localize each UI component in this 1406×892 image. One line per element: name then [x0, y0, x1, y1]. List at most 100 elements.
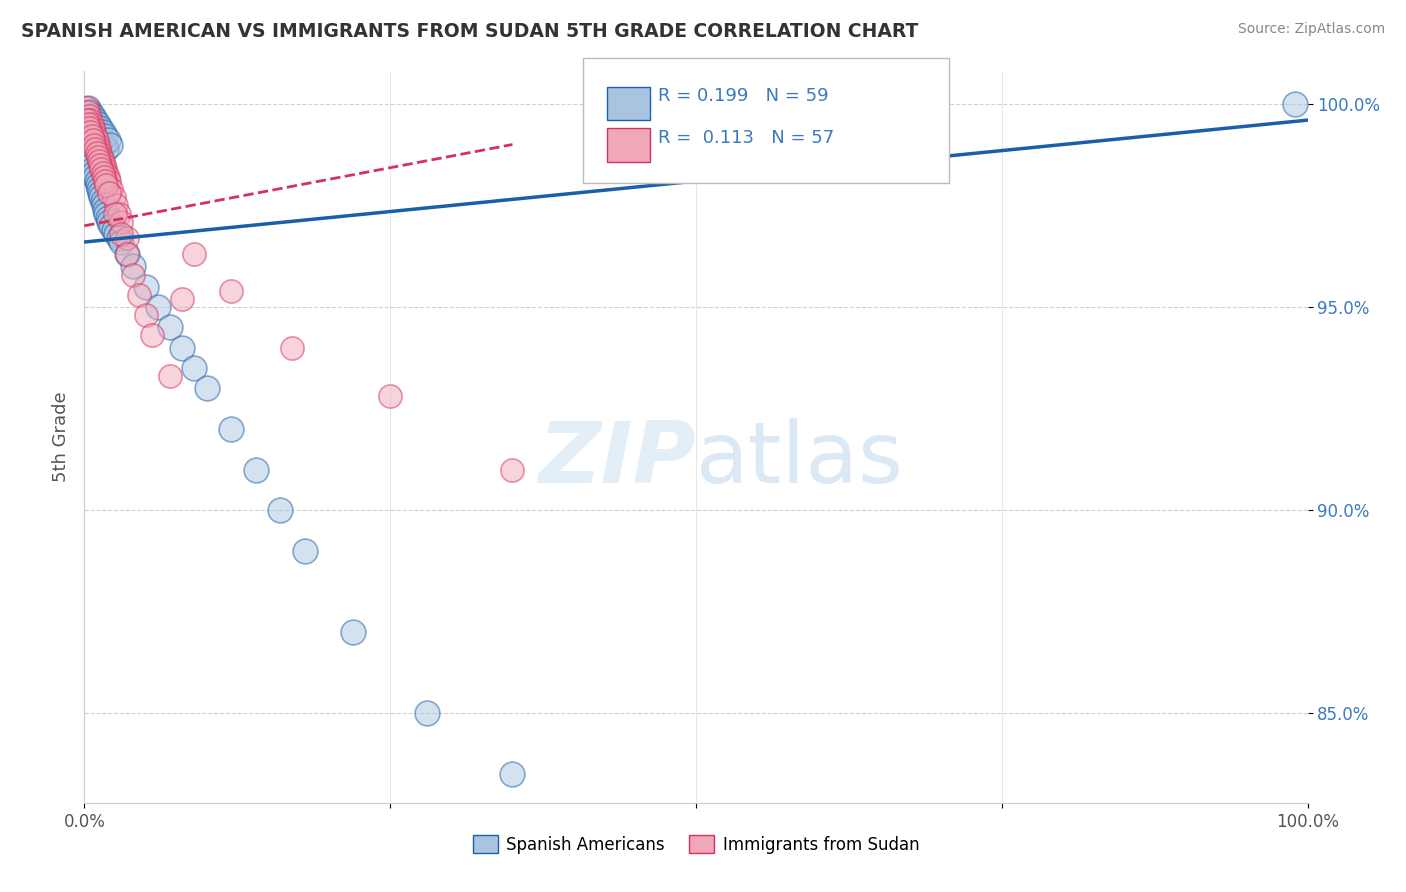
Point [115, 247, 138, 261]
Point [183, 361, 205, 376]
Point [380, 389, 402, 403]
Point [87, 178, 110, 193]
Point [77, 105, 100, 120]
Point [100, 219, 122, 233]
Point [77, 101, 100, 115]
Point [87, 150, 110, 164]
Point [76, 113, 98, 128]
Point [87, 182, 110, 196]
Point [87, 117, 110, 131]
Point [87, 129, 110, 144]
Point [89, 158, 111, 172]
Point [294, 544, 316, 558]
Text: Source: ZipAtlas.com: Source: ZipAtlas.com [1237, 22, 1385, 37]
Point [172, 292, 194, 306]
Point [94, 129, 117, 144]
Point [281, 341, 304, 355]
Point [269, 503, 291, 517]
Point [94, 174, 117, 188]
Text: R = 0.199   N = 59: R = 0.199 N = 59 [658, 87, 828, 105]
Point [94, 202, 117, 217]
Point [83, 117, 105, 131]
Point [97, 211, 120, 225]
Point [96, 142, 118, 156]
Point [80, 158, 103, 172]
Point [91, 166, 114, 180]
Point [115, 247, 138, 261]
Point [77, 109, 100, 123]
Point [86, 174, 108, 188]
Point [84, 113, 107, 128]
Point [93, 169, 115, 184]
Point [159, 369, 181, 384]
Point [77, 150, 100, 164]
Point [89, 186, 111, 201]
Point [97, 215, 120, 229]
Point [502, 767, 524, 781]
Point [83, 166, 105, 180]
Point [183, 247, 205, 261]
Point [89, 121, 111, 136]
Point [80, 129, 103, 144]
Point [94, 161, 117, 176]
Point [96, 166, 118, 180]
Point [105, 198, 128, 212]
Point [416, 706, 439, 721]
Point [141, 328, 163, 343]
Point [77, 105, 100, 120]
Point [110, 227, 132, 241]
Point [96, 206, 118, 220]
Point [86, 133, 108, 147]
Point [91, 153, 114, 168]
Point [195, 381, 218, 395]
Point [104, 206, 127, 220]
Point [77, 121, 100, 136]
Point [93, 198, 115, 212]
Point [90, 133, 112, 147]
Point [107, 231, 129, 245]
Point [103, 223, 125, 237]
Point [502, 462, 524, 476]
Point [93, 158, 115, 172]
Point [90, 190, 112, 204]
Point [91, 194, 114, 209]
Point [86, 125, 108, 139]
Y-axis label: 5th Grade: 5th Grade [52, 392, 70, 483]
Point [79, 153, 101, 168]
Point [77, 145, 100, 160]
Text: ZIP: ZIP [538, 417, 696, 500]
Point [82, 113, 104, 128]
Point [172, 341, 194, 355]
Point [159, 320, 181, 334]
Point [115, 231, 138, 245]
Point [146, 300, 169, 314]
Point [76, 101, 98, 115]
Point [84, 129, 107, 144]
Point [87, 137, 110, 152]
Point [86, 145, 108, 160]
Text: R =  0.113   N = 57: R = 0.113 N = 57 [658, 129, 834, 147]
Point [79, 113, 101, 128]
Point [128, 288, 150, 302]
Point [84, 142, 107, 156]
Point [100, 182, 122, 196]
Point [342, 625, 364, 640]
Point [82, 161, 104, 176]
Point [96, 178, 118, 193]
Point [79, 109, 101, 123]
Point [79, 105, 101, 120]
Point [97, 186, 120, 201]
Point [90, 161, 112, 176]
Point [219, 422, 242, 436]
Point [84, 121, 107, 136]
Point [90, 150, 112, 164]
Point [1284, 96, 1306, 111]
Point [135, 308, 157, 322]
Point [83, 137, 105, 152]
Point [79, 125, 101, 139]
Point [84, 169, 107, 184]
Legend: Spanish Americans, Immigrants from Sudan: Spanish Americans, Immigrants from Sudan [465, 829, 927, 860]
Text: SPANISH AMERICAN VS IMMIGRANTS FROM SUDAN 5TH GRADE CORRELATION CHART: SPANISH AMERICAN VS IMMIGRANTS FROM SUDA… [21, 22, 918, 41]
Point [245, 462, 267, 476]
Point [89, 145, 111, 160]
